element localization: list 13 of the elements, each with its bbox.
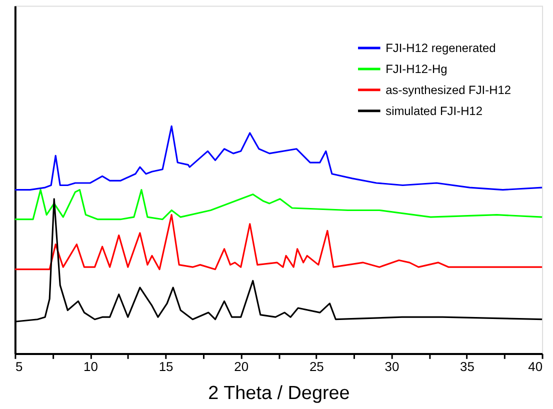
legend-label: FJI-H12-Hg bbox=[386, 62, 448, 76]
x-tick-label: 30 bbox=[384, 358, 400, 374]
x-tick-label: 25 bbox=[309, 358, 324, 374]
legend-label: FJI-H12 regenerated bbox=[386, 41, 496, 56]
x-tick-label: 15 bbox=[158, 358, 174, 374]
legend-label: as-synthesized FJI-H12 bbox=[386, 82, 512, 97]
x-tick-label: 10 bbox=[84, 358, 98, 374]
x-tick-label: 40 bbox=[528, 358, 543, 374]
legend-label: simulated FJI-H12 bbox=[386, 104, 483, 118]
x-tick-label: 35 bbox=[460, 358, 474, 374]
x-tick-label: 20 bbox=[234, 358, 249, 374]
x-tick-label: 5 bbox=[15, 358, 23, 374]
x-axis-title: 2 Theta / Degree bbox=[208, 382, 350, 404]
